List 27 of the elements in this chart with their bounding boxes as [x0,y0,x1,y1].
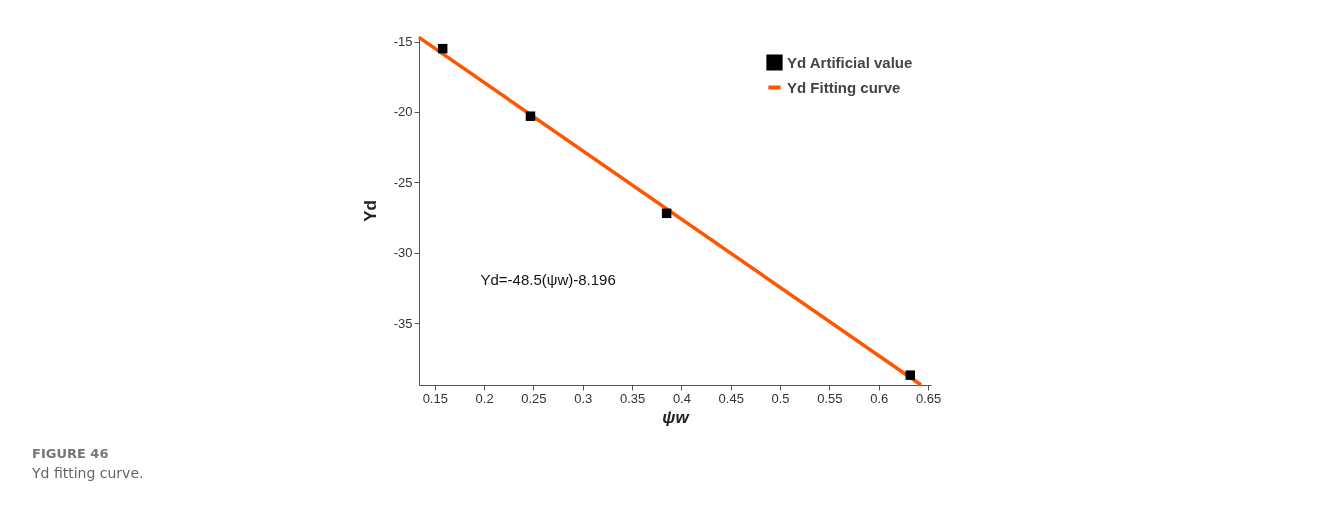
x-tick-label: 0.6 [870,390,889,406]
caption: FIGURE 46 [32,446,110,461]
point [437,43,448,54]
text: Yd fitting curve. [32,465,144,481]
x-tick-label: 0.5 [771,390,790,406]
y-tick-label: -20 [393,104,413,120]
x-tick-label: 0.4 [672,390,691,406]
annotation: Yd=-48.5(ψw)-8.196 [480,271,616,289]
x-tick-label: 0.55 [817,390,843,406]
x-tick-label: 0.65 [915,390,942,406]
x-tick-label: 0.35 [619,390,646,406]
point [905,370,916,380]
y-axis-title: Yd [360,200,380,222]
x-tick-label: 0.3 [574,390,593,406]
point [525,111,536,121]
point [661,208,672,219]
y-tick-label: -35 [393,315,413,331]
x-tick-label: 0.2 [475,390,494,406]
legend-label: Yd Artificial value [787,53,913,71]
x-axis-title: ψw [662,407,691,427]
x-tick-label: 0.25 [521,390,547,406]
y-tick-label: -25 [393,174,413,190]
legend-label: Yd Fitting curve [787,78,901,96]
x-tick-label: 0.15 [422,390,448,406]
x-tick-label: 0.45 [718,390,744,406]
y-tick-label: -30 [393,245,413,261]
y-tick-label: -15 [393,34,413,50]
